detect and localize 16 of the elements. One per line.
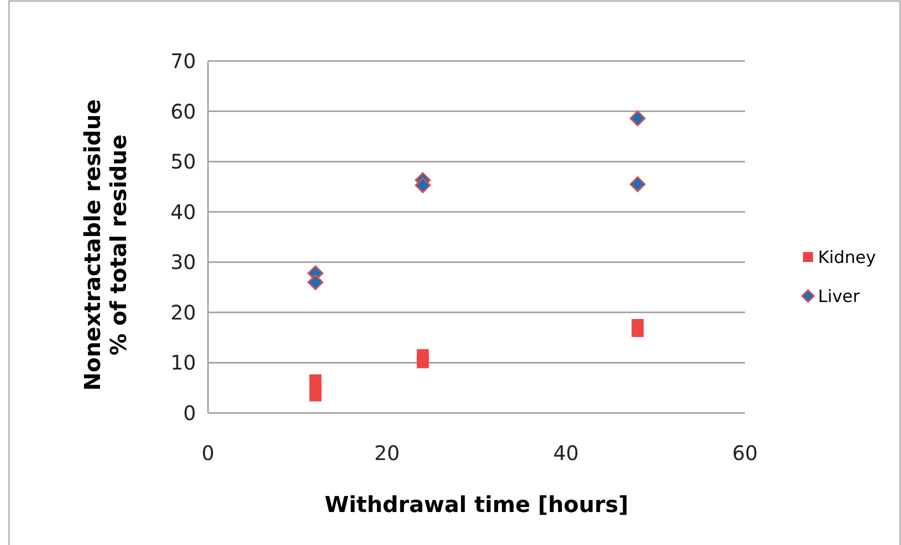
y-tick-label: 70 (170, 49, 196, 73)
y-axis-title: Nonextractable residue % of total residue (81, 99, 132, 391)
x-tick-label: 40 (553, 441, 579, 465)
legend-label: Kidney (818, 248, 876, 268)
y-tick-label: 10 (170, 350, 196, 375)
legend-label: Liver (818, 286, 860, 307)
y-tick-label: 20 (170, 300, 196, 324)
y-tick-label: 30 (170, 250, 196, 274)
y-tick-label: 40 (170, 200, 196, 224)
x-tick-label: 0 (202, 441, 214, 465)
x-tick-label: 60 (732, 441, 758, 465)
x-axis-title: Withdrawal time [hours] (324, 493, 628, 518)
y-tick-label: 60 (170, 99, 196, 124)
y-tick-label: 50 (170, 150, 196, 174)
x-tick-label: 20 (374, 441, 400, 465)
y-tick-label: 0 (183, 401, 196, 425)
